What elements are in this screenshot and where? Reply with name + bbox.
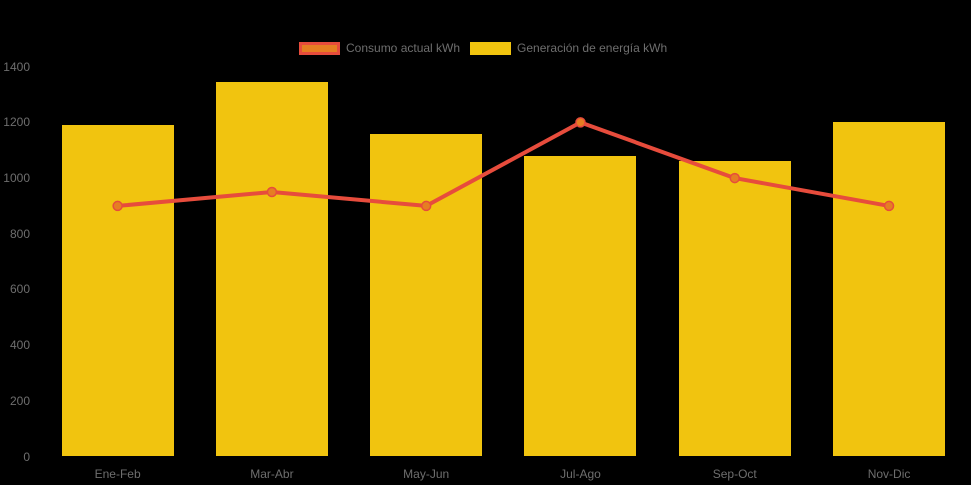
x-axis-category-label-ene-feb: Ene-Feb	[94, 467, 141, 481]
chart-legend: Consumo actual kWh Generación de energía…	[299, 42, 667, 55]
bar-jul-ago	[524, 155, 637, 457]
consumption-point-jul-ago	[575, 117, 586, 128]
bar-mar-abr	[215, 82, 328, 457]
legend-item-generacion[interactable]: Generación de energía kWh	[470, 42, 667, 55]
bar-may-jun	[370, 133, 483, 457]
y-axis-tick-label-400: 400	[9, 338, 30, 353]
legend-label-consumo: Consumo actual kWh	[346, 41, 461, 55]
bar-nov-dic	[833, 122, 946, 457]
y-axis-tick-label-1200: 1200	[3, 115, 30, 130]
x-axis-category-label-nov-dic: Nov-Dic	[867, 467, 911, 481]
legend-swatch-generacion	[470, 42, 512, 55]
y-axis-tick-label-800: 800	[9, 226, 30, 241]
bar-ene-feb	[61, 125, 174, 457]
y-axis-tick-label-1000: 1000	[3, 171, 30, 186]
x-axis-category-label-mar-abr: Mar-Abr	[250, 467, 294, 481]
y-axis-tick-label-600: 600	[9, 282, 30, 297]
x-axis-category-label-sep-oct: Sep-Oct	[712, 467, 757, 481]
legend-label-generacion: Generación de energía kWh	[517, 41, 668, 55]
y-axis-tick-label-0: 0	[23, 449, 30, 464]
bar-sep-oct	[678, 161, 791, 457]
legend-item-consumo[interactable]: Consumo actual kWh	[299, 42, 460, 55]
y-axis-tick-label-1400: 1400	[3, 59, 30, 74]
y-axis-tick-label-200: 200	[9, 393, 30, 408]
x-axis-category-label-jul-ago: Jul-Ago	[560, 467, 601, 481]
x-axis-category-label-may-jun: May-Jun	[403, 467, 450, 481]
legend-swatch-consumo	[299, 42, 340, 55]
